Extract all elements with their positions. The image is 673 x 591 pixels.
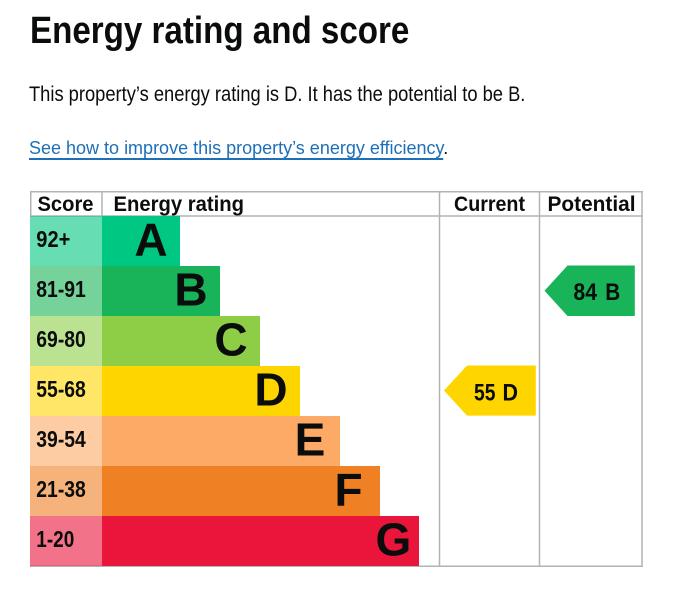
svg-text:92+: 92+ [36,226,70,252]
svg-text:D: D [254,364,287,416]
svg-text:E: E [295,414,326,466]
svg-text:84: 84 [573,279,597,306]
svg-text:G: G [376,514,412,566]
svg-text:39-54: 39-54 [36,426,86,452]
svg-text:C: C [214,314,247,366]
svg-text:B: B [174,264,207,316]
svg-text:B: B [605,279,620,306]
svg-text:Energy rating: Energy rating [114,192,245,216]
svg-text:Score: Score [38,192,94,216]
svg-text:21-38: 21-38 [36,476,86,502]
svg-text:55: 55 [474,379,496,406]
svg-text:F: F [334,464,362,516]
svg-text:Current: Current [454,192,525,216]
svg-text:81-91: 81-91 [36,276,86,302]
svg-text:1-20: 1-20 [36,526,74,552]
svg-text:D: D [503,379,519,406]
svg-text:A: A [134,214,167,266]
svg-text:Potential: Potential [548,192,636,216]
svg-text:55-68: 55-68 [36,376,86,402]
svg-text:69-80: 69-80 [36,326,86,352]
